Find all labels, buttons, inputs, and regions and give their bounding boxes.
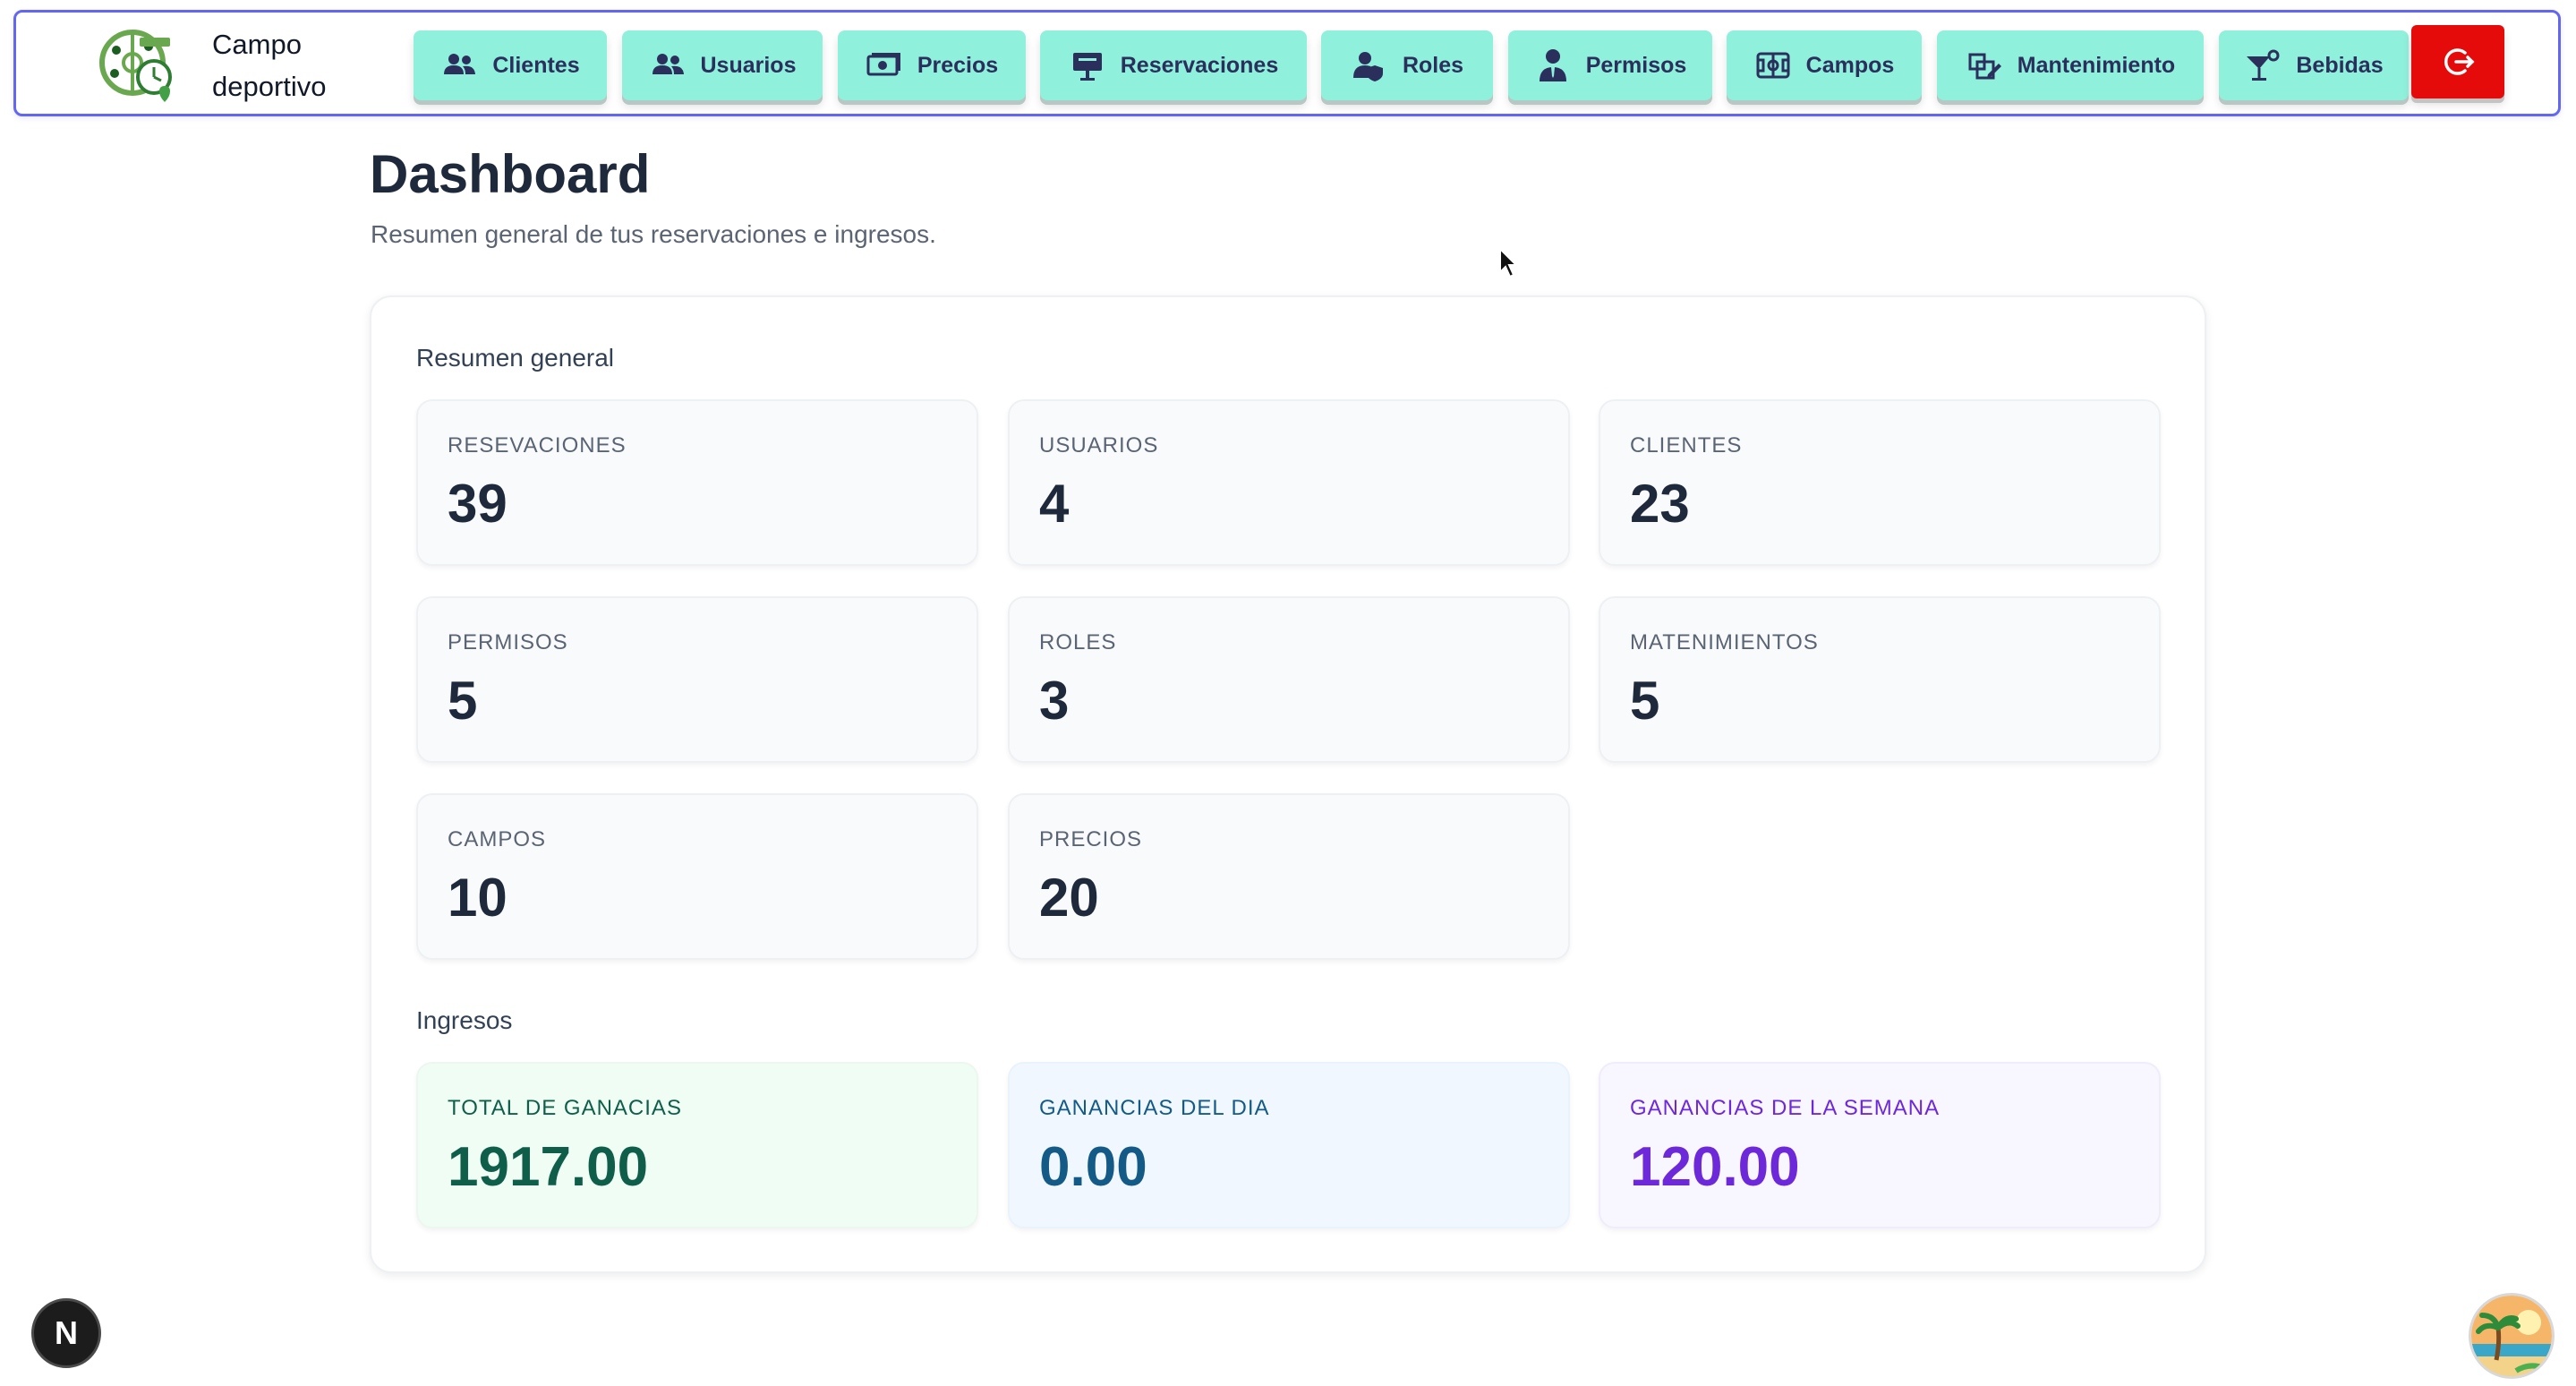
nav-label: Usuarios [700,52,797,78]
nav-permisos-button[interactable]: Permisos [1508,30,1712,100]
beach-avatar-icon[interactable] [2469,1293,2555,1379]
stat-label: CAMPOS [448,827,547,851]
income-value: 120.00 [1630,1136,1800,1198]
stat-value: 3 [1039,671,1070,731]
stat-value: 5 [1630,671,1660,731]
nav-label: Precios [917,52,999,78]
soccer-field-icon [1754,47,1792,84]
brand-name: Campo deportivo [212,29,327,102]
nav-label: Mantenimiento [2017,52,2176,78]
stat-label: RESEVACIONES [448,433,627,458]
nav-label: Reservaciones [1120,52,1279,78]
logout-button[interactable] [2411,25,2504,98]
stat-card-mantenimientos: MATENIMIENTOS 5 [1599,596,2161,763]
stat-value: 23 [1630,474,1690,534]
mouse-cursor-icon [1499,247,1519,278]
stat-card-roles: ROLES 3 [1008,596,1570,763]
users-icon [649,47,687,84]
income-card-week: GANANCIAS DE LA SEMANA 120.00 [1599,1062,2161,1228]
stat-label: PRECIOS [1039,827,1143,851]
stat-label: USUARIOS [1039,433,1159,458]
income-section-title: Ingresos [416,1006,513,1034]
nav-label: Clientes [492,52,580,78]
stat-card-campos: CAMPOS 10 [416,793,978,960]
stat-label: MATENIMIENTOS [1630,630,1819,654]
summary-section-title: Resumen general [416,344,615,372]
nav-reservaciones-button[interactable]: Reservaciones [1040,30,1307,100]
income-label: GANANCIAS DE LA SEMANA [1630,1096,1941,1120]
stat-card-clientes: CLIENTES 23 [1599,399,2161,566]
income-label: TOTAL DE GANACIAS [448,1096,682,1120]
income-value: 1917.00 [448,1136,649,1198]
nav-precios-button[interactable]: Precios [838,30,1026,100]
sports-field-clock-logo [97,23,177,104]
nav-mantenimiento-button[interactable]: Mantenimiento [1937,30,2204,100]
nav-label: Roles [1402,52,1464,78]
dashboard-card: Resumen general RESEVACIONES 39 USUARIOS… [370,295,2206,1273]
nav-label: Campos [1805,52,1895,78]
stat-card-permisos: PERMISOS 5 [416,596,978,763]
nav-bebidas-button[interactable]: Bebidas [2219,30,2409,100]
nav-label: Permisos [1585,52,1687,78]
income-card-day: GANANCIAS DEL DIA 0.00 [1008,1062,1570,1228]
stat-value: 4 [1039,474,1070,534]
edit-box-icon [1966,47,2003,84]
users-icon [440,47,478,84]
page-title: Dashboard [370,144,651,204]
stat-value: 5 [448,671,478,731]
nav-roles-button[interactable]: Roles [1321,30,1493,100]
stat-value: 20 [1039,868,1099,928]
stat-value: 10 [448,868,508,928]
cocktail-icon [2244,47,2282,84]
stat-card-usuarios: USUARIOS 4 [1008,399,1570,566]
page-subtitle: Resumen general de tus reservaciones e i… [371,220,936,248]
stat-card-precios: PRECIOS 20 [1008,793,1570,960]
nav-label: Bebidas [2296,52,2384,78]
user-shield-icon [1351,47,1388,84]
income-label: GANANCIAS DEL DIA [1039,1096,1270,1120]
stat-label: PERMISOS [448,630,568,654]
presentation-board-icon [1069,47,1106,84]
top-navbar: Campo deportivo Clientes Usuarios Precio… [13,10,2561,116]
nav-usuarios-button[interactable]: Usuarios [622,30,823,100]
income-value: 0.00 [1039,1136,1147,1198]
stat-card-reservaciones: RESEVACIONES 39 [416,399,978,566]
stat-label: ROLES [1039,630,1117,654]
user-tie-icon [1534,47,1572,84]
next-dev-badge[interactable]: N [31,1298,101,1368]
income-card-total: TOTAL DE GANACIAS 1917.00 [416,1062,978,1228]
nav-clientes-button[interactable]: Clientes [414,30,607,100]
stat-value: 39 [448,474,508,534]
stat-label: CLIENTES [1630,433,1743,458]
money-icon [866,47,903,84]
nav-campos-button[interactable]: Campos [1727,30,1922,100]
logout-icon [2444,48,2475,75]
